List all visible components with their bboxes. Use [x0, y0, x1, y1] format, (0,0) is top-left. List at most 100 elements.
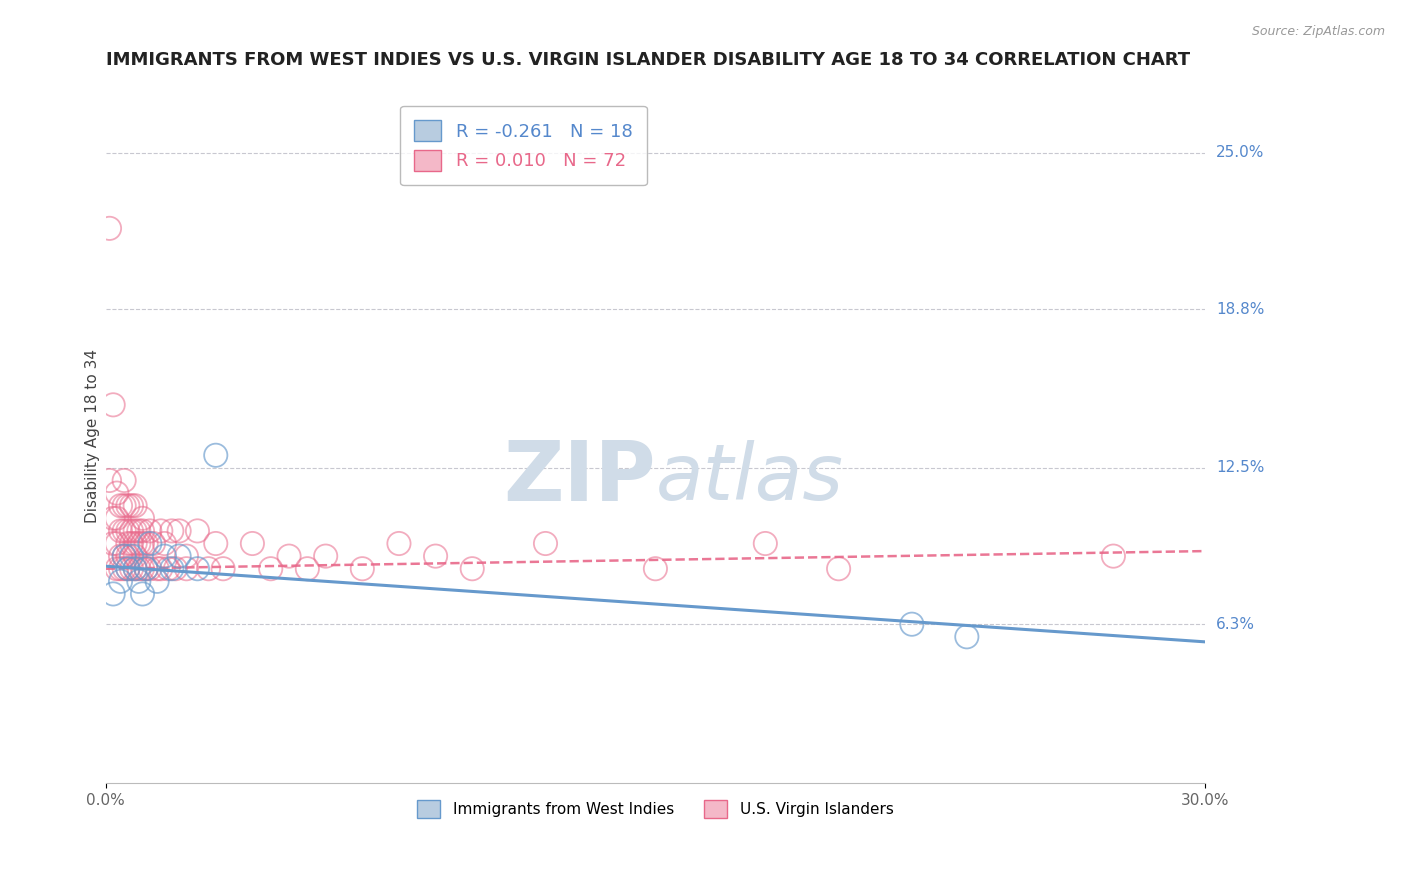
Legend: Immigrants from West Indies, U.S. Virgin Islanders: Immigrants from West Indies, U.S. Virgin… — [412, 794, 900, 824]
Point — [167, 524, 190, 538]
Point — [149, 562, 172, 576]
Point — [149, 524, 172, 538]
Point — [754, 536, 776, 550]
Point — [131, 536, 153, 550]
Point — [112, 499, 135, 513]
Point — [103, 587, 125, 601]
Point — [112, 474, 135, 488]
Point — [186, 524, 208, 538]
Text: ZIP: ZIP — [503, 437, 655, 518]
Point — [110, 574, 132, 589]
Point — [128, 574, 150, 589]
Point — [110, 549, 132, 563]
Point — [153, 536, 176, 550]
Point — [139, 524, 162, 538]
Text: 18.8%: 18.8% — [1216, 301, 1264, 317]
Point — [135, 536, 157, 550]
Point — [117, 562, 139, 576]
Point — [124, 524, 146, 538]
Point — [534, 536, 557, 550]
Point — [186, 562, 208, 576]
Point — [124, 536, 146, 550]
Point — [121, 524, 143, 538]
Point — [110, 524, 132, 538]
Point — [212, 562, 235, 576]
Point — [176, 549, 198, 563]
Point — [827, 562, 849, 576]
Point — [105, 562, 128, 576]
Point — [117, 536, 139, 550]
Point — [160, 562, 183, 576]
Point — [146, 574, 169, 589]
Point — [176, 562, 198, 576]
Point — [110, 562, 132, 576]
Point — [135, 562, 157, 576]
Point — [901, 617, 924, 632]
Point — [242, 536, 264, 550]
Point — [165, 562, 187, 576]
Point — [124, 562, 146, 576]
Point — [117, 549, 139, 563]
Point — [105, 536, 128, 550]
Text: atlas: atlas — [655, 440, 844, 516]
Point — [315, 549, 337, 563]
Point — [197, 562, 219, 576]
Point — [112, 524, 135, 538]
Point — [98, 474, 121, 488]
Point — [105, 511, 128, 525]
Point — [131, 524, 153, 538]
Point — [956, 630, 979, 644]
Point — [128, 524, 150, 538]
Point — [131, 587, 153, 601]
Point — [117, 524, 139, 538]
Point — [1102, 549, 1125, 563]
Point — [121, 549, 143, 563]
Point — [103, 536, 125, 550]
Point — [167, 549, 190, 563]
Point — [117, 499, 139, 513]
Point — [131, 511, 153, 525]
Point — [117, 562, 139, 576]
Point — [425, 549, 447, 563]
Point — [124, 562, 146, 576]
Point — [142, 536, 165, 550]
Point — [352, 562, 374, 576]
Text: Source: ZipAtlas.com: Source: ZipAtlas.com — [1251, 25, 1385, 38]
Point — [278, 549, 301, 563]
Point — [135, 562, 157, 576]
Point — [124, 549, 146, 563]
Point — [204, 448, 226, 462]
Point — [139, 562, 162, 576]
Point — [297, 562, 319, 576]
Point — [128, 562, 150, 576]
Point — [112, 562, 135, 576]
Point — [128, 536, 150, 550]
Point — [146, 562, 169, 576]
Point — [131, 562, 153, 576]
Y-axis label: Disability Age 18 to 34: Disability Age 18 to 34 — [86, 350, 100, 524]
Point — [103, 398, 125, 412]
Point — [112, 549, 135, 563]
Text: 25.0%: 25.0% — [1216, 145, 1264, 161]
Point — [124, 499, 146, 513]
Point — [121, 562, 143, 576]
Point — [139, 536, 162, 550]
Point — [121, 499, 143, 513]
Text: IMMIGRANTS FROM WEST INDIES VS U.S. VIRGIN ISLANDER DISABILITY AGE 18 TO 34 CORR: IMMIGRANTS FROM WEST INDIES VS U.S. VIRG… — [105, 51, 1189, 69]
Point — [204, 536, 226, 550]
Point — [157, 562, 180, 576]
Point — [644, 562, 666, 576]
Text: 6.3%: 6.3% — [1216, 616, 1256, 632]
Point — [160, 524, 183, 538]
Point — [110, 499, 132, 513]
Point — [98, 221, 121, 235]
Point — [121, 536, 143, 550]
Point — [153, 549, 176, 563]
Point — [112, 549, 135, 563]
Point — [461, 562, 484, 576]
Point — [260, 562, 283, 576]
Point — [105, 486, 128, 500]
Point — [103, 511, 125, 525]
Point — [388, 536, 411, 550]
Text: 12.5%: 12.5% — [1216, 460, 1264, 475]
